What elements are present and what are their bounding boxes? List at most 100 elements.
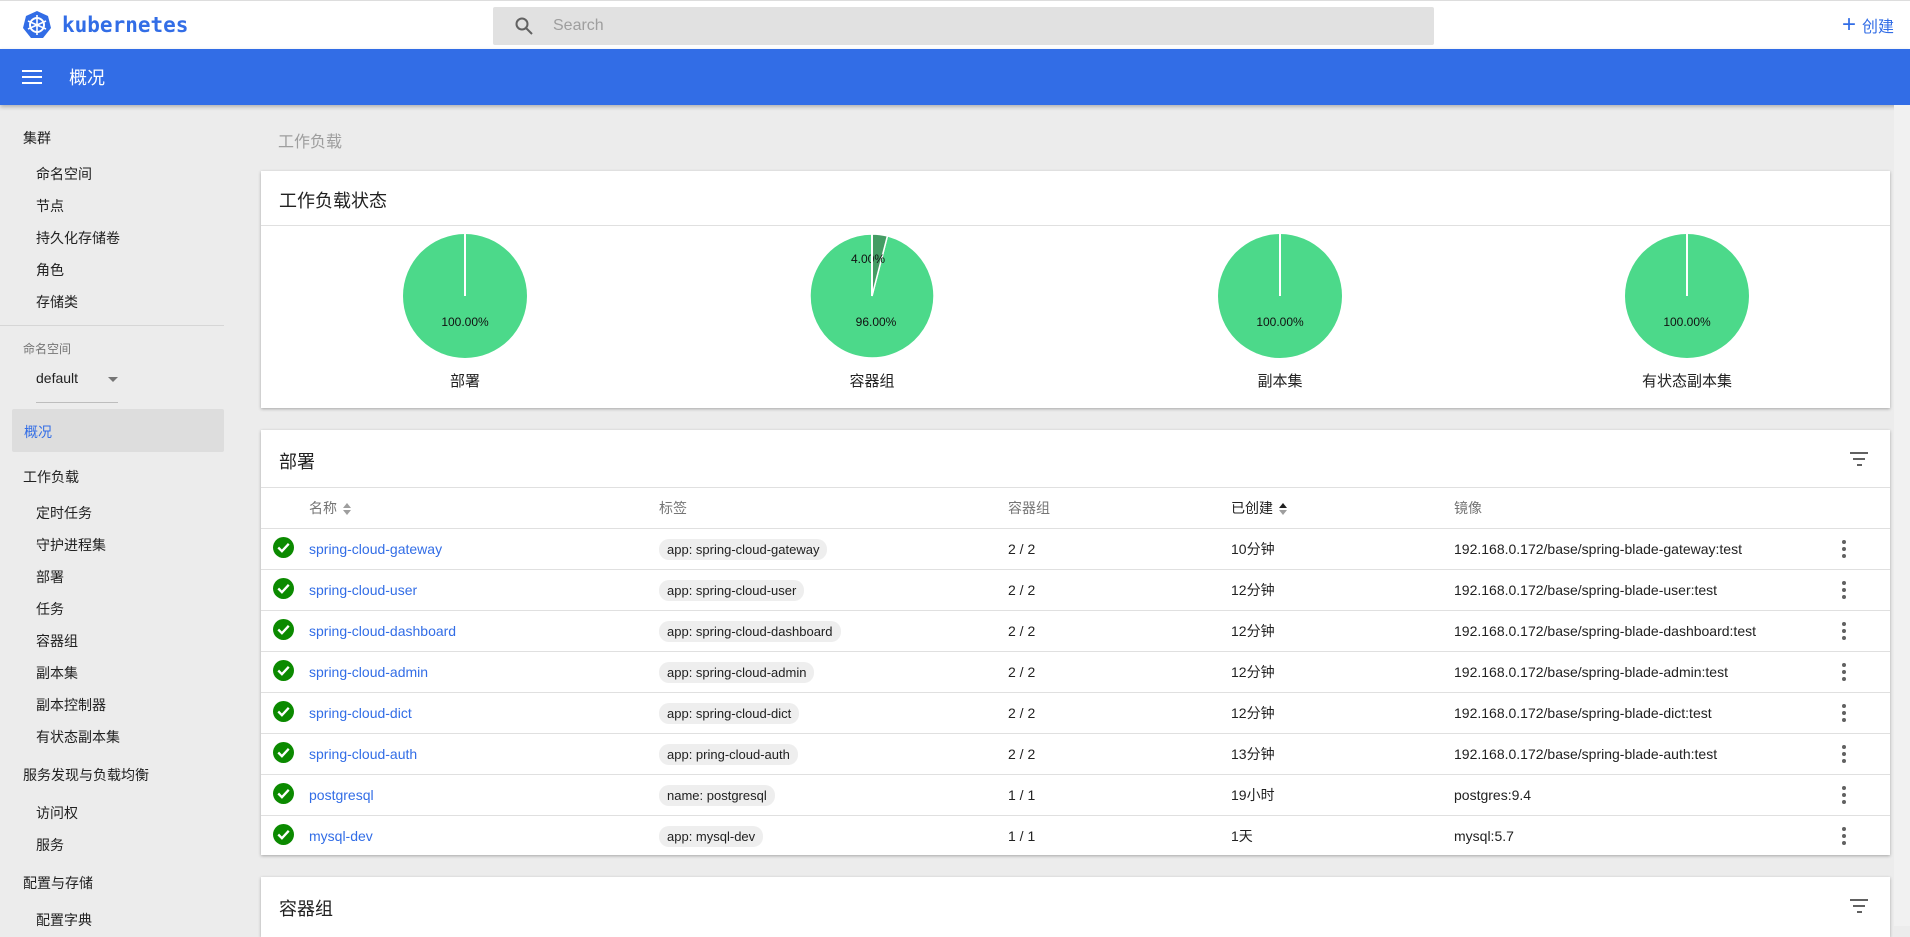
logo[interactable]: kubernetes xyxy=(22,10,188,40)
sidebar-item-configmaps[interactable]: 配置字典 xyxy=(36,912,92,928)
dropdown-caret-icon xyxy=(108,377,118,382)
card-title: 容器组 xyxy=(279,899,333,919)
deployment-name-link[interactable]: spring-cloud-gateway xyxy=(309,541,443,557)
status-ok-icon xyxy=(273,619,294,640)
table-row: spring-cloud-gateway app: spring-cloud-g… xyxy=(261,528,1890,570)
more-actions-icon[interactable] xyxy=(1842,663,1846,681)
pie-label-deployments: 部署 xyxy=(449,373,481,390)
status-ok-icon xyxy=(273,537,294,558)
label-chip: app: spring-cloud-user xyxy=(659,579,805,601)
deployment-name-link[interactable]: postgresql xyxy=(309,787,374,803)
sidebar-item-persistent-volumes[interactable]: 持久化存储卷 xyxy=(36,230,120,246)
sidebar-item-nodes[interactable]: 节点 xyxy=(36,198,64,214)
pods-count: 2 / 2 xyxy=(1008,733,1231,775)
sidebar-item-replicasets[interactable]: 副本集 xyxy=(36,665,78,681)
more-actions-icon[interactable] xyxy=(1842,581,1846,599)
sidebar-item-cronjobs[interactable]: 定时任务 xyxy=(36,505,92,521)
breadcrumb: 工作负载 xyxy=(278,134,343,151)
sidebar-heading-config[interactable]: 配置与存储 xyxy=(23,875,93,891)
pods-count: 1 / 1 xyxy=(1008,774,1231,816)
pods-card: 容器组 xyxy=(261,877,1890,937)
card-title: 工作负载状态 xyxy=(279,191,387,211)
pie-percent-label: 100.00% xyxy=(1663,315,1711,329)
create-button[interactable]: + 创建 xyxy=(1842,13,1894,37)
sidebar-heading-discovery[interactable]: 服务发现与负载均衡 xyxy=(23,767,149,783)
status-ok-icon xyxy=(273,783,294,804)
created-age: 1天 xyxy=(1231,828,1253,845)
deployment-name-link[interactable]: spring-cloud-dashboard xyxy=(309,623,457,639)
hamburger-menu-icon[interactable] xyxy=(22,70,42,84)
sidebar-item-services[interactable]: 服务 xyxy=(36,837,64,853)
sidebar-item-daemonsets[interactable]: 守护进程集 xyxy=(36,537,106,553)
filter-icon[interactable] xyxy=(1850,899,1868,917)
sidebar-item-statefulsets[interactable]: 有状态副本集 xyxy=(36,729,120,745)
pods-count: 2 / 2 xyxy=(1008,528,1231,570)
filter-icon[interactable] xyxy=(1850,452,1868,470)
created-age: 12分钟 xyxy=(1231,651,1454,693)
status-ok-icon xyxy=(273,701,294,722)
label-chip: app: spring-cloud-dict xyxy=(659,702,800,724)
image-name: 192.168.0.172/base/spring-blade-dict:tes… xyxy=(1454,692,1842,734)
pie-percent-label: 4.00% xyxy=(851,252,885,266)
image-name: 192.168.0.172/base/spring-blade-admin:te… xyxy=(1454,651,1842,693)
more-actions-icon[interactable] xyxy=(1842,745,1846,763)
sidebar-item-overview[interactable]: 概况 xyxy=(12,409,224,452)
column-header-labels: 标签 xyxy=(659,487,1008,529)
label-chip: app: spring-cloud-gateway xyxy=(659,538,828,560)
namespace-select[interactable]: default xyxy=(36,370,118,403)
status-ok-icon xyxy=(273,578,294,599)
sidebar-heading-cluster[interactable]: 集群 xyxy=(23,130,51,146)
search-input[interactable]: Search xyxy=(493,7,1434,45)
column-created-label: 已创建 xyxy=(1231,500,1273,516)
pie-percent-label: 100.00% xyxy=(441,315,489,329)
namespace-value: default xyxy=(36,370,79,386)
sidebar-item-storage-classes[interactable]: 存储类 xyxy=(36,294,78,310)
more-actions-icon[interactable] xyxy=(1842,704,1846,722)
sidebar-item-deployments[interactable]: 部署 xyxy=(36,569,64,585)
table-row: spring-cloud-dashboard app: spring-cloud… xyxy=(261,610,1890,652)
sidebar-item-ingresses[interactable]: 访问权 xyxy=(36,805,78,821)
table-row: mysql-dev app: mysql-dev 1 / 1 1天 mysql:… xyxy=(261,816,1890,857)
sidebar-divider xyxy=(0,325,224,326)
scrollbar[interactable] xyxy=(1894,105,1910,926)
status-ok-icon xyxy=(273,742,294,763)
sidebar-item-replication-controllers[interactable]: 副本控制器 xyxy=(36,697,106,713)
more-actions-icon[interactable] xyxy=(1842,827,1846,846)
sidebar-item-jobs[interactable]: 任务 xyxy=(36,601,64,617)
image-name: 192.168.0.172/base/spring-blade-user:tes… xyxy=(1454,569,1842,611)
deployment-name-link[interactable]: spring-cloud-user xyxy=(309,582,418,598)
created-age: 12分钟 xyxy=(1231,569,1454,611)
deployment-name-link[interactable]: spring-cloud-admin xyxy=(309,664,429,680)
column-header-created[interactable]: 已创建 xyxy=(1231,487,1454,529)
label-chip: app: pring-cloud-auth xyxy=(659,743,798,765)
table-row: spring-cloud-admin app: spring-cloud-adm… xyxy=(261,651,1890,693)
search-icon xyxy=(515,17,533,35)
pods-count: 1 / 1 xyxy=(1008,828,1036,845)
status-ok-icon xyxy=(273,824,294,846)
top-bar: kubernetes Search + 创建 xyxy=(0,0,1910,49)
deployment-name-link[interactable]: spring-cloud-dict xyxy=(309,705,412,721)
deployments-card: 部署 名称 标签 容器组 已创建 镜像 spring-cloud-gateway… xyxy=(261,430,1890,855)
pods-count: 2 / 2 xyxy=(1008,610,1231,652)
pie-label-statefulsets: 有状态副本集 xyxy=(1641,373,1733,390)
created-age: 12分钟 xyxy=(1231,692,1454,734)
deployment-name-link[interactable]: spring-cloud-auth xyxy=(309,746,418,762)
column-header-name[interactable]: 名称 xyxy=(309,487,659,529)
more-actions-icon[interactable] xyxy=(1842,622,1846,640)
image-name: 192.168.0.172/base/spring-blade-auth:tes… xyxy=(1454,733,1842,775)
more-actions-icon[interactable] xyxy=(1842,786,1846,804)
sidebar-item-pods[interactable]: 容器组 xyxy=(36,633,78,649)
pods-count: 2 / 2 xyxy=(1008,692,1231,734)
table-row: spring-cloud-auth app: pring-cloud-auth … xyxy=(261,733,1890,775)
sidebar-item-roles[interactable]: 角色 xyxy=(36,262,64,278)
status-ok-icon xyxy=(273,660,294,681)
sidebar: 集群 命名空间 节点 持久化存储卷 角色 存储类 命名空间 default 概况… xyxy=(0,105,224,928)
image-name: mysql:5.7 xyxy=(1454,828,1514,845)
created-age: 13分钟 xyxy=(1231,733,1454,775)
deployment-name-link[interactable]: mysql-dev xyxy=(309,828,373,845)
more-actions-icon[interactable] xyxy=(1842,540,1846,558)
sidebar-item-namespaces[interactable]: 命名空间 xyxy=(36,166,92,182)
column-name-label: 名称 xyxy=(309,500,337,516)
sidebar-heading-workloads[interactable]: 工作负载 xyxy=(23,469,79,485)
page-title: 概况 xyxy=(69,68,105,88)
